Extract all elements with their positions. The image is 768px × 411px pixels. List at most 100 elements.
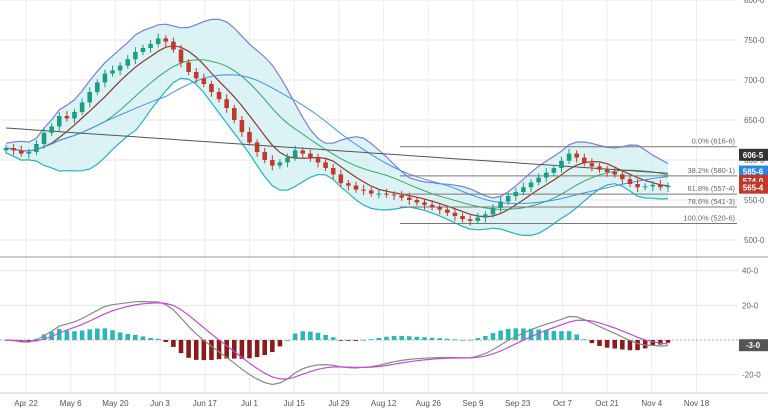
candle-body[interactable]	[178, 49, 184, 63]
candle-body[interactable]	[231, 108, 237, 120]
macd-histogram-bar	[536, 329, 541, 340]
candle-body[interactable]	[597, 166, 602, 170]
candle-body[interactable]	[566, 153, 572, 161]
candle-body[interactable]	[414, 200, 420, 203]
candle-body[interactable]	[26, 152, 32, 154]
candle-body[interactable]	[117, 65, 123, 71]
candle-body[interactable]	[201, 78, 207, 84]
candle-body[interactable]	[574, 153, 579, 158]
candle-body[interactable]	[353, 185, 359, 190]
fibonacci-level-label: 78.6% (541-3)	[687, 197, 735, 206]
candle-body[interactable]	[3, 148, 9, 151]
candle-body[interactable]	[635, 184, 640, 188]
candle-body[interactable]	[407, 197, 412, 200]
candle-body[interactable]	[589, 163, 595, 167]
candle-body[interactable]	[582, 157, 587, 164]
candle-body[interactable]	[110, 70, 115, 74]
candle-body[interactable]	[125, 59, 131, 66]
moving-average-short	[5, 44, 669, 218]
candle-body[interactable]	[650, 184, 656, 187]
candle-body[interactable]	[543, 172, 549, 178]
candle-body[interactable]	[505, 196, 511, 202]
candle-body[interactable]	[41, 132, 47, 144]
candle-body[interactable]	[346, 183, 351, 186]
candle-body[interactable]	[338, 174, 344, 184]
candle-body[interactable]	[133, 52, 138, 60]
candle-body[interactable]	[384, 193, 389, 195]
candle-body[interactable]	[323, 162, 328, 168]
candle-body[interactable]	[95, 82, 100, 92]
candle-body[interactable]	[155, 38, 161, 44]
candle-body[interactable]	[254, 142, 260, 152]
candle-body[interactable]	[559, 160, 564, 168]
candle-body[interactable]	[87, 92, 92, 103]
candle-body[interactable]	[399, 195, 404, 198]
macd-histogram-bar	[368, 339, 374, 341]
candle-body[interactable]	[521, 187, 526, 192]
candle-body[interactable]	[391, 194, 397, 196]
candle-body[interactable]	[102, 73, 108, 83]
candle-body[interactable]	[216, 92, 222, 100]
candle-body[interactable]	[445, 209, 450, 213]
candle-body[interactable]	[148, 44, 153, 48]
macd-histogram-bar	[79, 330, 85, 340]
candle-body[interactable]	[49, 126, 54, 133]
candle-body[interactable]	[536, 177, 541, 183]
candle-body[interactable]	[277, 162, 283, 166]
candle-body[interactable]	[361, 189, 366, 191]
candle-body[interactable]	[642, 186, 648, 188]
macd-histogram-bar	[270, 340, 275, 353]
candle-body[interactable]	[79, 102, 85, 112]
candle-body[interactable]	[467, 219, 473, 221]
candle-body[interactable]	[452, 212, 458, 216]
candle-body[interactable]	[330, 168, 336, 175]
candle-body[interactable]	[483, 214, 488, 218]
x-tick-label: Jun 17	[193, 399, 218, 408]
candle-body[interactable]	[475, 217, 481, 221]
candle-body[interactable]	[72, 112, 77, 119]
candle-body[interactable]	[171, 41, 176, 50]
x-tick-label: Aug 12	[371, 399, 397, 408]
candle-body[interactable]	[498, 201, 503, 208]
macd-histogram-bar	[429, 337, 435, 340]
candle-body[interactable]	[422, 202, 427, 205]
candle-body[interactable]	[627, 179, 633, 184]
candle-body[interactable]	[658, 184, 663, 188]
candle-body[interactable]	[490, 208, 496, 215]
candle-body[interactable]	[620, 174, 625, 180]
candle-body[interactable]	[460, 216, 465, 220]
candle-body[interactable]	[292, 150, 298, 158]
candle-body[interactable]	[18, 150, 24, 154]
candle-body[interactable]	[224, 99, 229, 108]
macd-histogram-bar	[292, 333, 298, 340]
candle-body[interactable]	[11, 148, 16, 151]
candle-body[interactable]	[56, 116, 62, 127]
candle-body[interactable]	[665, 185, 671, 188]
candle-body[interactable]	[604, 169, 610, 172]
candle-body[interactable]	[270, 160, 275, 166]
candle-body[interactable]	[528, 182, 534, 188]
candle-body[interactable]	[262, 152, 267, 160]
candle-body[interactable]	[513, 192, 519, 196]
candle-body[interactable]	[368, 190, 374, 194]
candle-body[interactable]	[612, 172, 618, 175]
candle-body[interactable]	[247, 132, 252, 143]
candle-body[interactable]	[163, 38, 169, 42]
candle-body[interactable]	[239, 120, 245, 132]
candle-body[interactable]	[34, 144, 39, 152]
candle-body[interactable]	[551, 168, 557, 173]
candle-body[interactable]	[315, 158, 321, 163]
candle-body[interactable]	[64, 116, 70, 119]
candle-body[interactable]	[186, 62, 191, 72]
candle-body[interactable]	[300, 150, 306, 154]
candle-body[interactable]	[429, 204, 435, 208]
candle-body[interactable]	[437, 207, 443, 210]
candle-body[interactable]	[376, 193, 382, 195]
macd-line	[5, 300, 669, 386]
candle-body[interactable]	[193, 72, 199, 79]
candle-body[interactable]	[140, 48, 146, 52]
candle-body[interactable]	[308, 153, 313, 159]
candle-body[interactable]	[285, 157, 290, 163]
candle-body[interactable]	[209, 84, 214, 92]
